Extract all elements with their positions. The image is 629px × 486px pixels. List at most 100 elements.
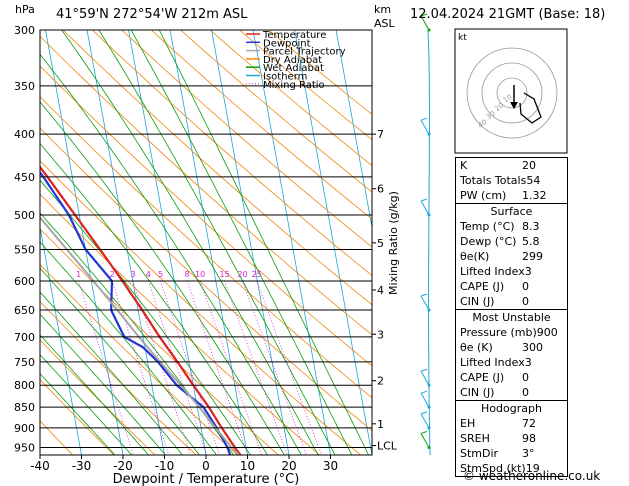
mixing-ratio-label: 8 [185,270,190,279]
index-label: Dewp (°C) [460,235,517,248]
pressure-tick-label: 800 [14,379,35,392]
dry-adiabat-line [40,228,279,455]
index-value: 300 [522,341,543,354]
pressure-tick-label: 500 [14,209,35,222]
index-row: SREH 98 [456,431,567,446]
location-label: 41°59'N 272°54'W 212m ASL [56,7,248,22]
x-tick-label: -10 [155,459,175,473]
index-label: Totals Totals [460,174,527,187]
index-value: 900 [536,326,558,339]
index-row: Lifted Index 3 [456,264,567,279]
mixing-ratio-label: 25 [252,270,262,279]
index-label: PW (cm) [460,189,507,202]
legend-entry-label: Isotherm [263,72,307,83]
indices-bottom-panel: Surface Temp (°C) 8.3 Dewp (°C) 5.8 θe(K) 299… [455,203,568,477]
legend-entry-label: Dry Adiabat [263,55,322,66]
index-row: StmSpd (kt) 19 [456,461,567,476]
index-value: 72 [522,417,536,430]
x-tick-label: -20 [113,459,133,473]
km-tick-label: 6 [377,183,384,196]
index-row: Dewp (°C) 5.8 [456,234,567,249]
mixing-ratio-label: 4 [146,270,151,279]
dry-adiabat-line [40,35,372,336]
pressure-tick-label: 450 [14,171,35,184]
pressure-tick-label: 850 [14,401,35,414]
index-value: 3 [524,356,532,369]
index-row: K 20 [456,158,567,173]
index-value: 5.8 [522,235,540,248]
dry-adiabat-line [121,30,372,248]
mixing-ratio-label: 10 [195,270,205,279]
km-tick-label: 5 [377,237,384,250]
mixing-ratio-line [78,280,134,455]
pressure-tick-label: 550 [14,244,35,257]
mixing-ratio-line [132,280,192,455]
km-tick-label: 2 [377,375,384,388]
x-tick-label: -30 [72,459,92,473]
wind-profile-line [427,29,431,456]
index-row: θe(K) 299 [456,249,567,264]
index-label: K [460,159,468,172]
index-label: Lifted Index [460,356,525,369]
index-label: CAPE (J) [460,280,505,293]
unstable-title: Most Unstable [456,309,567,325]
wind-barb-icon [420,117,431,136]
mixing-ratio-label: 5 [158,270,163,279]
dry-adiabat-line [40,301,197,455]
background-lines [40,30,372,455]
wet-adiabat-line [98,30,336,455]
index-row: CIN (J) 0 [456,385,567,400]
hodograph-ring-label: 30 [485,110,497,122]
series-parcel-trajectory-line [40,216,240,455]
index-label: θe(K) [460,250,490,263]
pressure-tick-label: 650 [14,304,35,317]
mixing-ratio-line [186,280,249,455]
index-value: 3 [524,265,532,278]
mixing-ratio-line [111,280,170,455]
series-dewpoint-line [40,170,232,455]
pressure-tick-label: 300 [14,24,35,37]
mixing-ratio-label: 2 [110,270,115,279]
wind-barb-icon [420,13,431,32]
hodograph-trace [519,92,542,124]
legend-entry-label: Temperature [262,30,326,41]
index-row: CAPE (J) 0 [456,370,567,385]
index-row: PW (cm) 1.32 [456,188,567,203]
hodograph-ring [496,77,528,109]
index-row: EH 72 [456,416,567,431]
mixing-ratio-line [199,280,262,455]
index-label: EH [460,417,476,430]
legend-entry-label: Wet Adiabat [263,63,324,74]
index-row: Lifted Index 3 [456,355,567,370]
index-value: 19 [525,462,540,475]
wind-barb-icon [420,390,431,409]
indices-top-panel: K 20 Totals Totals 54 PW (cm) 1.32 [455,157,568,204]
hodograph-frame [454,28,568,154]
x-tick-label: -40 [30,459,50,473]
dry-adiabat-line [62,30,372,306]
hodograph-ring-label: 20 [493,101,505,113]
legend-entry-label: Mixing Ratio [263,80,325,91]
wet-adiabat-line [40,334,150,455]
mixing-ratio-label: 20 [237,270,247,279]
pressure-tick-label: 600 [14,275,35,288]
index-value: 98 [522,432,536,445]
index-label: Lifted Index [460,265,525,278]
dry-adiabat-line [40,127,372,432]
km-tick-label: 1 [377,418,384,431]
isotherm-line [211,30,290,455]
index-value: 8.3 [522,220,540,233]
index-value: 299 [522,250,543,263]
isotherm-line [252,30,331,455]
index-row: CAPE (J) 0 [456,279,567,294]
index-value: 0 [522,371,529,384]
index-value: 1.32 [522,189,547,202]
wet-adiabat-line [40,354,133,455]
dry-adiabat-line [40,339,156,455]
wet-adiabat-line [130,30,353,455]
surface-title: Surface [490,205,533,218]
index-row: θe (K) 300 [456,340,567,355]
